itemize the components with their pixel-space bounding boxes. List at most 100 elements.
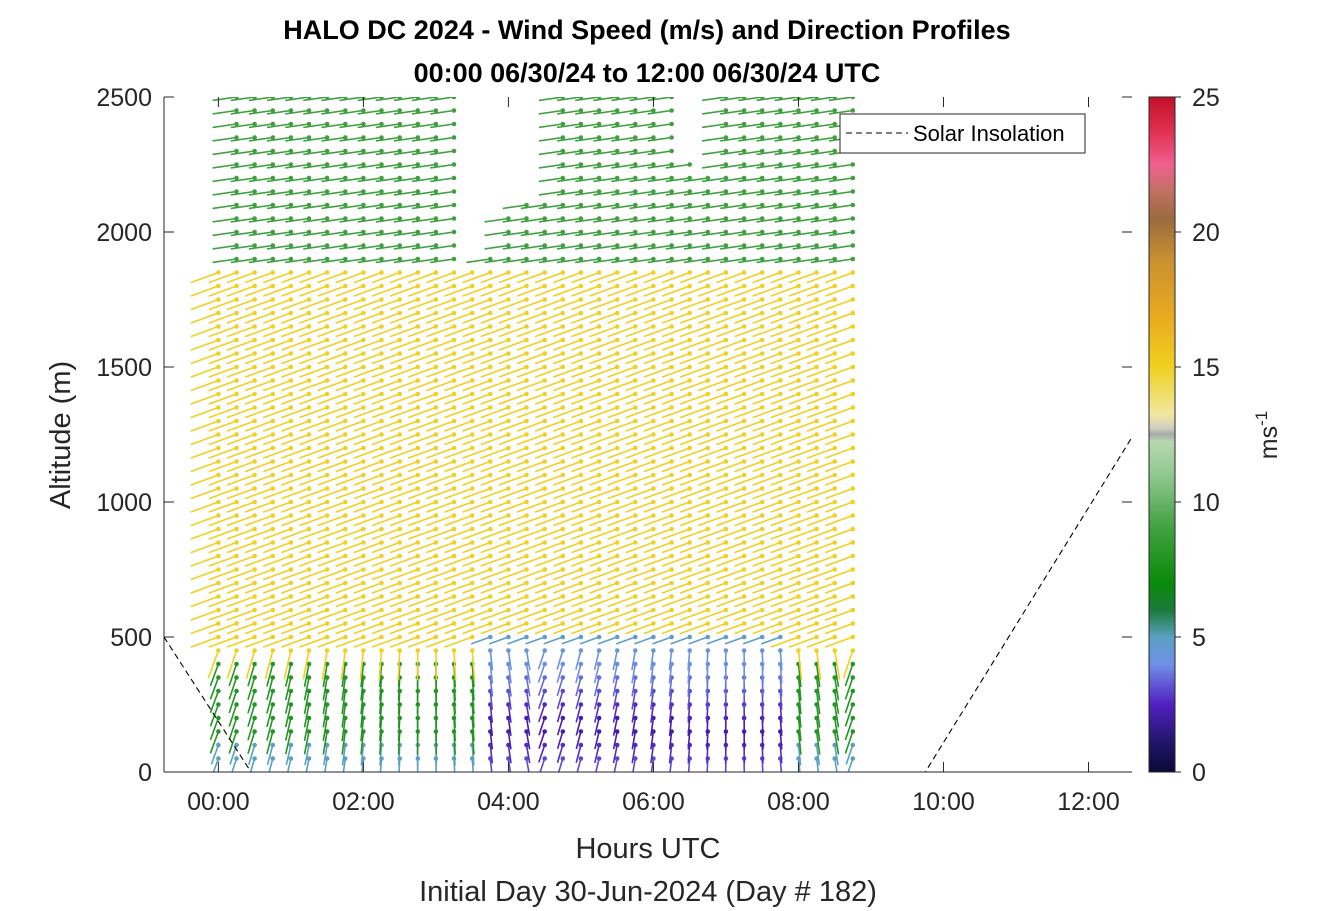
wind-barb-head	[524, 540, 529, 545]
wind-barb-shaft	[299, 501, 328, 513]
wind-barb	[353, 310, 384, 324]
wind-barb-shaft	[248, 231, 273, 237]
wind-barb-head	[578, 310, 584, 316]
wind-barb	[281, 634, 312, 648]
wind-barb-head	[252, 324, 257, 329]
wind-barb-head	[669, 283, 674, 289]
wind-barb-shaft	[323, 744, 328, 766]
wind-barb-shaft	[426, 271, 455, 284]
wind-barb-shaft	[244, 541, 274, 554]
wind-barb-shaft	[371, 595, 400, 608]
wind-barb-shaft	[339, 244, 364, 250]
wind-barb-shaft	[426, 285, 455, 297]
wind-barb-head	[415, 229, 421, 235]
wind-barb-shaft	[299, 271, 328, 284]
wind-barb-head	[832, 513, 837, 518]
wind-barb	[480, 526, 511, 540]
wind-barb	[226, 310, 257, 324]
wind-barb-shaft	[281, 271, 310, 284]
wind-barb	[353, 364, 384, 378]
wind-barb-shaft	[462, 568, 491, 581]
wind-barb-head	[415, 553, 421, 559]
wind-barb-head	[451, 324, 457, 329]
wind-barb-head	[524, 351, 529, 356]
wind-barb-head	[560, 634, 566, 640]
wind-barb-shaft	[430, 258, 455, 264]
wind-barb-shaft	[262, 622, 292, 635]
wind-barb-head	[814, 540, 819, 545]
wind-barb-head	[252, 121, 257, 127]
wind-barb-head	[596, 513, 602, 518]
wind-barb-shaft	[339, 217, 364, 223]
wind-barb-shaft	[317, 298, 346, 311]
wind-barb	[411, 256, 439, 264]
wind-barb-head	[252, 661, 257, 667]
wind-barb	[444, 297, 475, 311]
wind-barb-head	[651, 418, 656, 424]
wind-barb-head	[633, 486, 638, 491]
wind-barb-head	[705, 567, 711, 572]
wind-barb	[321, 189, 348, 196]
wind-barb	[299, 432, 330, 446]
wind-barb	[430, 189, 457, 196]
wind-barb-shaft	[226, 420, 255, 432]
wind-barb	[389, 297, 421, 311]
wind-barb	[226, 459, 257, 473]
wind-barb-head	[687, 634, 692, 640]
wind-barb-head	[488, 580, 493, 586]
wind-barb-head	[306, 486, 312, 491]
wind-barb	[353, 432, 384, 446]
wind-barb-shaft	[353, 460, 382, 473]
wind-barb	[462, 486, 493, 500]
wind-barb	[524, 648, 531, 671]
wind-barb	[208, 472, 239, 486]
wind-barb-shaft	[208, 298, 237, 311]
wind-barb	[335, 526, 366, 540]
wind-barb-shaft	[379, 758, 383, 772]
wind-barb-head	[796, 324, 801, 329]
wind-barb	[303, 162, 330, 169]
wind-barb-head	[469, 594, 475, 599]
wind-barb-head	[633, 648, 638, 653]
wind-barb-head	[343, 189, 348, 194]
wind-barb-head	[397, 553, 403, 559]
wind-barb-head	[796, 594, 801, 599]
wind-barb-shaft	[299, 406, 328, 419]
wind-barb-head	[741, 499, 747, 505]
wind-barb-head	[506, 310, 511, 316]
wind-barb-shaft	[507, 704, 512, 723]
wind-barb-head	[343, 229, 348, 235]
wind-barb	[303, 189, 330, 196]
wind-barb	[393, 135, 421, 142]
wind-barb-shaft	[426, 420, 455, 432]
wind-barb-head	[687, 310, 692, 316]
wind-barb-head	[361, 486, 366, 491]
wind-barb-shaft	[248, 177, 273, 183]
wind-barb	[335, 621, 366, 635]
wind-barb	[335, 378, 366, 392]
wind-barb-head	[578, 499, 584, 505]
wind-barb	[462, 445, 493, 459]
wind-barb-head	[796, 499, 801, 505]
wind-barb-head	[306, 310, 312, 316]
wind-barb-head	[669, 540, 674, 545]
wind-barb-shaft	[480, 352, 509, 365]
wind-barb-head	[669, 580, 674, 586]
wind-barb-head	[216, 607, 221, 613]
wind-barb-head	[324, 634, 330, 640]
wind-barb	[426, 459, 457, 473]
wind-barb-head	[705, 283, 711, 289]
wind-barb-shaft	[430, 231, 455, 237]
wind-barb-head	[614, 378, 620, 383]
wind-barb-head	[288, 216, 294, 221]
wind-barb-shaft	[303, 109, 328, 115]
wind-barb	[407, 594, 439, 608]
wind-barb-shaft	[462, 555, 491, 567]
wind-barb-head	[270, 472, 276, 478]
wind-barb-shaft	[284, 663, 292, 687]
wind-barb-shaft	[208, 352, 237, 365]
wind-barb-head	[796, 391, 801, 397]
wind-barb	[462, 391, 493, 405]
wind-barb-head	[252, 405, 257, 410]
wind-barb-shaft	[470, 636, 491, 645]
